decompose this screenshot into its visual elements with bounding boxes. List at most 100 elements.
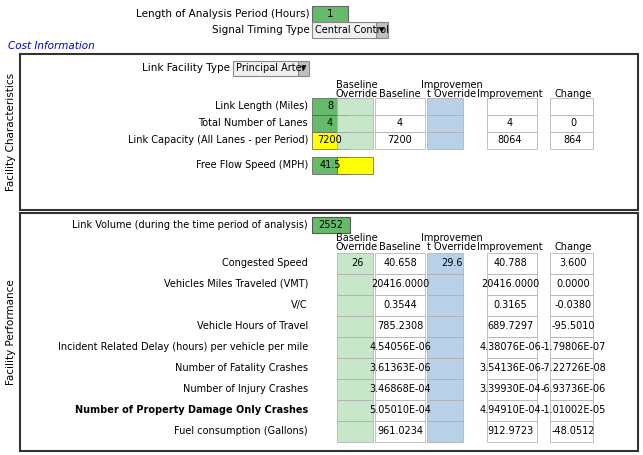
Text: 4: 4 — [327, 118, 333, 128]
Text: 689.7297: 689.7297 — [487, 321, 533, 331]
Text: 1: 1 — [327, 9, 333, 19]
Bar — [375, 379, 425, 400]
Bar — [337, 253, 373, 274]
Bar — [550, 358, 593, 379]
Text: 4.54056E-06: 4.54056E-06 — [369, 342, 431, 352]
Text: Link Capacity (All Lanes - per Period): Link Capacity (All Lanes - per Period) — [127, 135, 308, 145]
Bar — [487, 379, 537, 400]
Text: Improvemen: Improvemen — [421, 233, 483, 243]
Text: 912.9723: 912.9723 — [487, 426, 533, 436]
Text: 4.94910E-04: 4.94910E-04 — [479, 405, 541, 415]
Bar — [375, 316, 425, 337]
Bar — [20, 54, 638, 210]
Text: Change: Change — [554, 89, 592, 99]
Bar — [487, 253, 537, 274]
Bar — [298, 61, 309, 76]
Text: Total Number of Lanes: Total Number of Lanes — [199, 118, 308, 128]
Bar — [487, 316, 537, 337]
Text: 3.39930E-04: 3.39930E-04 — [479, 384, 541, 394]
Bar — [550, 337, 593, 358]
Bar — [550, 316, 593, 337]
Bar — [375, 337, 425, 358]
Bar — [375, 98, 425, 115]
Bar — [487, 358, 537, 379]
Bar — [337, 295, 373, 316]
Text: 4: 4 — [507, 118, 513, 128]
Bar — [487, 274, 537, 295]
Text: Vehicle Hours of Travel: Vehicle Hours of Travel — [197, 321, 308, 331]
Bar — [427, 98, 463, 115]
Bar — [337, 337, 373, 358]
Text: Baseline: Baseline — [379, 89, 421, 99]
Bar — [375, 274, 425, 295]
Bar — [550, 253, 593, 274]
Text: -7.22726E-08: -7.22726E-08 — [540, 363, 606, 373]
Text: Baseline: Baseline — [336, 80, 378, 90]
Bar — [375, 115, 425, 132]
Bar — [487, 115, 537, 132]
Text: 8: 8 — [327, 101, 333, 111]
Bar — [337, 400, 373, 421]
Text: 0.3165: 0.3165 — [493, 300, 527, 310]
Text: Link Facility Type: Link Facility Type — [142, 63, 230, 73]
Text: V/C: V/C — [291, 300, 308, 310]
Text: Number of Fatality Crashes: Number of Fatality Crashes — [175, 363, 308, 373]
Bar — [427, 115, 463, 132]
Text: Improvement: Improvement — [477, 89, 543, 99]
Bar — [427, 295, 463, 316]
Text: Congested Speed: Congested Speed — [222, 258, 308, 268]
Bar — [375, 358, 425, 379]
Bar — [487, 295, 537, 316]
Bar — [375, 421, 425, 442]
Text: Free Flow Speed (MPH): Free Flow Speed (MPH) — [195, 160, 308, 170]
Bar — [312, 132, 348, 149]
Text: 5.05010E-04: 5.05010E-04 — [369, 405, 431, 415]
Text: 7200: 7200 — [318, 135, 342, 145]
Text: 40.788: 40.788 — [493, 258, 527, 268]
Text: 7200: 7200 — [388, 135, 412, 145]
Text: -1.01002E-05: -1.01002E-05 — [540, 405, 606, 415]
Text: 0.3544: 0.3544 — [383, 300, 417, 310]
Text: 2552: 2552 — [318, 220, 343, 230]
Bar — [337, 98, 373, 115]
Text: 864: 864 — [564, 135, 582, 145]
Bar — [233, 61, 305, 76]
Bar — [375, 253, 425, 274]
Bar — [427, 337, 463, 358]
Text: Facility Performance: Facility Performance — [6, 279, 16, 385]
Bar — [550, 274, 593, 295]
Bar — [487, 132, 537, 149]
Bar — [550, 379, 593, 400]
Bar — [487, 337, 537, 358]
Bar — [312, 98, 348, 115]
Bar — [337, 379, 373, 400]
Text: 26: 26 — [351, 258, 363, 268]
Bar — [337, 421, 373, 442]
Text: Cost Information: Cost Information — [8, 41, 95, 51]
Bar — [427, 400, 463, 421]
Text: 0: 0 — [570, 118, 576, 128]
Text: -48.0512: -48.0512 — [551, 426, 595, 436]
Text: Central Control: Central Control — [315, 25, 389, 35]
Text: 3.46868E-04: 3.46868E-04 — [369, 384, 431, 394]
Bar — [427, 132, 463, 149]
Bar — [550, 115, 593, 132]
Text: 785.2308: 785.2308 — [377, 321, 423, 331]
Text: Improvemen: Improvemen — [421, 80, 483, 90]
Text: Improvement: Improvement — [477, 242, 543, 252]
Text: ▼: ▼ — [302, 65, 307, 71]
Bar — [487, 98, 537, 115]
Bar — [312, 22, 384, 38]
Text: Number of Property Damage Only Crashes: Number of Property Damage Only Crashes — [75, 405, 308, 415]
Text: Length of Analysis Period (Hours): Length of Analysis Period (Hours) — [136, 9, 310, 19]
Bar — [312, 115, 348, 132]
Text: t Override: t Override — [428, 89, 476, 99]
Bar — [375, 132, 425, 149]
Text: Baseline: Baseline — [336, 233, 378, 243]
Text: 3.600: 3.600 — [559, 258, 587, 268]
Text: -6.93736E-06: -6.93736E-06 — [540, 384, 606, 394]
Text: 29.6: 29.6 — [441, 258, 463, 268]
Text: 3.61363E-06: 3.61363E-06 — [369, 363, 431, 373]
Bar — [337, 274, 373, 295]
Bar — [312, 6, 348, 22]
